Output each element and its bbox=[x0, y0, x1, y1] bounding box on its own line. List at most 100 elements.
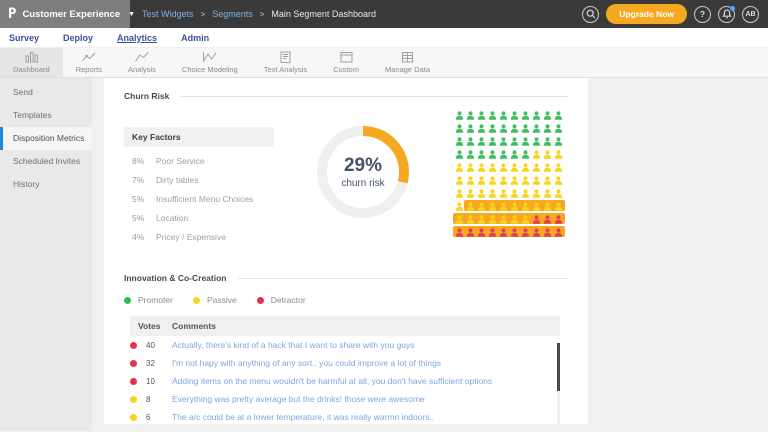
pictogram-cell bbox=[487, 174, 498, 187]
person-icon bbox=[521, 176, 530, 185]
person-icon bbox=[455, 215, 464, 224]
pictogram-cell bbox=[531, 213, 542, 226]
comment-text[interactable]: The a/c could be at a lower temperature,… bbox=[172, 412, 435, 422]
person-icon bbox=[510, 150, 519, 159]
sidebar-item-history[interactable]: History bbox=[13, 179, 40, 189]
person-icon bbox=[466, 215, 475, 224]
sidebar-item-scheduled-invites[interactable]: Scheduled Invites bbox=[13, 156, 81, 166]
tab-manage-data[interactable]: Manage Data bbox=[372, 48, 443, 77]
comments-table: Votes Comments 40 Actually, there's kind … bbox=[130, 316, 560, 432]
person-icon bbox=[554, 215, 563, 224]
pictogram-cell bbox=[465, 200, 476, 213]
person-icon bbox=[488, 228, 497, 237]
comments-scrollbar-track bbox=[557, 343, 560, 432]
tab-custom[interactable]: Custom bbox=[320, 48, 372, 77]
breadcrumb-separator-icon: > bbox=[200, 9, 206, 19]
breadcrumb-item[interactable]: Segments bbox=[212, 9, 253, 19]
person-icon bbox=[554, 189, 563, 198]
pictogram-cell bbox=[454, 135, 465, 148]
factor-label: Location bbox=[156, 213, 189, 223]
bell-icon bbox=[721, 9, 732, 19]
person-icon bbox=[510, 176, 519, 185]
person-icon bbox=[477, 215, 486, 224]
person-icon bbox=[532, 111, 541, 120]
breadcrumb-item[interactable]: Test Widgets bbox=[142, 9, 194, 19]
pictogram-cell bbox=[487, 161, 498, 174]
tab-label: Choice Modeling bbox=[181, 65, 238, 74]
pictogram-cell bbox=[509, 122, 520, 135]
person-icon bbox=[488, 163, 497, 172]
person-icon bbox=[466, 189, 475, 198]
avatar[interactable]: AB bbox=[742, 5, 759, 23]
pictogram-cell bbox=[509, 213, 520, 226]
person-icon bbox=[488, 215, 497, 224]
pictogram-cell bbox=[487, 226, 498, 239]
person-icon bbox=[499, 176, 508, 185]
pictogram-cell bbox=[520, 148, 531, 161]
comment-text[interactable]: Actually, there's kind of a hack that I … bbox=[172, 340, 415, 350]
notifications-button[interactable] bbox=[718, 5, 735, 23]
pictogram-cell bbox=[531, 200, 542, 213]
workspace-switcher[interactable]: P Customer Experience ▼ bbox=[0, 0, 135, 28]
person-icon bbox=[488, 124, 497, 133]
person-icon bbox=[521, 137, 530, 146]
pictogram-cell bbox=[542, 122, 553, 135]
search-button[interactable] bbox=[582, 5, 600, 23]
nav-link-analytics[interactable]: Analytics bbox=[117, 32, 158, 43]
person-icon bbox=[455, 189, 464, 198]
tab-choice-modeling[interactable]: Choice Modeling bbox=[169, 48, 251, 77]
person-icon bbox=[499, 150, 508, 159]
pictogram-cell bbox=[520, 200, 531, 213]
pictogram-cell bbox=[520, 174, 531, 187]
sidebar-item-templates[interactable]: Templates bbox=[13, 110, 52, 120]
pictogram-cell bbox=[542, 161, 553, 174]
upgrade-button[interactable]: Upgrade Now bbox=[606, 4, 687, 24]
nav-link-deploy[interactable]: Deploy bbox=[63, 32, 94, 43]
help-button[interactable]: ? bbox=[694, 5, 711, 23]
pictogram-cell bbox=[553, 174, 564, 187]
churn-percent-caption: churn risk bbox=[341, 178, 385, 189]
sidebar-item-send[interactable]: Send bbox=[13, 87, 33, 97]
trend-line-icon bbox=[135, 52, 149, 62]
pictogram-cell bbox=[487, 109, 498, 122]
comment-row: 8 Everything was pretty average but the d… bbox=[130, 390, 560, 408]
workspace-name: Customer Experience bbox=[22, 8, 121, 20]
tab-dashboard[interactable]: Dashboard bbox=[0, 48, 63, 77]
person-icon bbox=[532, 215, 541, 224]
tab-analysis[interactable]: Analysis bbox=[115, 48, 169, 77]
person-icon bbox=[499, 124, 508, 133]
line-chart-icon bbox=[82, 52, 96, 62]
pictogram-cell bbox=[542, 174, 553, 187]
tab-text-analysis[interactable]: Text Analysis bbox=[251, 48, 320, 77]
pictogram-cell bbox=[520, 187, 531, 200]
person-icon bbox=[499, 202, 508, 211]
legend-dot-icon bbox=[256, 296, 264, 304]
person-icon bbox=[477, 228, 486, 237]
person-icon bbox=[477, 150, 486, 159]
tab-label: Analysis bbox=[127, 65, 156, 74]
comments-scrollbar-thumb[interactable] bbox=[557, 343, 560, 391]
pictogram-cell bbox=[465, 109, 476, 122]
pictogram-cell bbox=[542, 148, 553, 161]
pictogram-row bbox=[454, 135, 564, 148]
tab-label: Dashboard bbox=[13, 65, 50, 74]
person-icon bbox=[499, 163, 508, 172]
pictogram-cell bbox=[465, 213, 476, 226]
person-icon bbox=[521, 111, 530, 120]
comment-text[interactable]: I'm not hapy with anything of any sort..… bbox=[172, 358, 442, 368]
comment-text[interactable]: Everything was pretty average but the dr… bbox=[172, 394, 425, 404]
breadcrumb-separator-icon: > bbox=[259, 9, 265, 19]
pictogram-cell bbox=[531, 109, 542, 122]
person-icon bbox=[477, 163, 486, 172]
comment-text[interactable]: Adding items on the menu wouldn't be har… bbox=[172, 376, 493, 386]
sidebar-item-disposition-metrics[interactable]: Disposition Metrics bbox=[0, 127, 92, 150]
tab-reports[interactable]: Reports bbox=[63, 48, 115, 77]
pictogram-cell bbox=[454, 174, 465, 187]
nav-link-admin[interactable]: Admin bbox=[181, 32, 210, 43]
sentiment-dot-icon bbox=[130, 377, 137, 385]
person-icon bbox=[554, 163, 563, 172]
pictogram-cell bbox=[531, 226, 542, 239]
pictogram-cell bbox=[454, 122, 465, 135]
sentiment-dot-icon bbox=[130, 359, 137, 367]
nav-link-survey[interactable]: Survey bbox=[9, 32, 40, 43]
